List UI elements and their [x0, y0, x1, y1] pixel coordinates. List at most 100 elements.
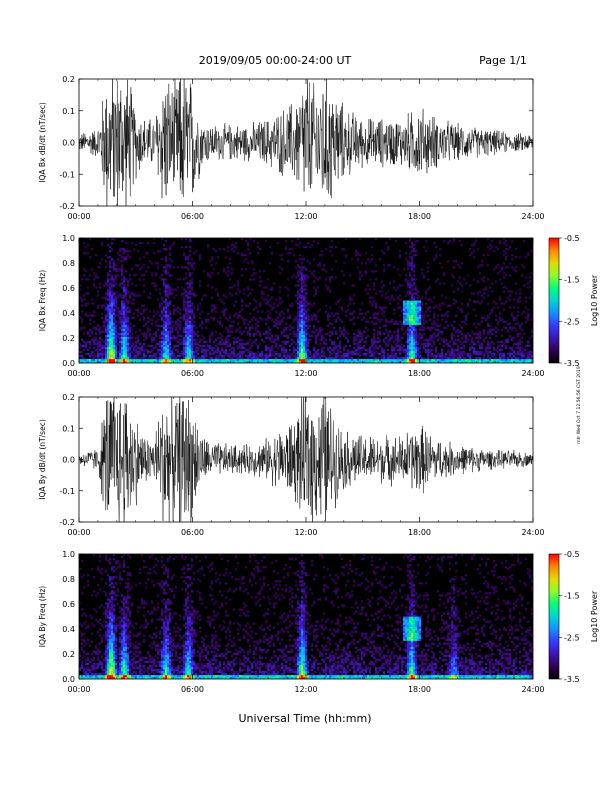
spectrogram-cell — [101, 339, 103, 341]
spectrogram-cell — [387, 345, 389, 347]
spectrogram-cell — [359, 276, 361, 278]
spectrogram-cell — [105, 558, 107, 560]
spectrogram-cell — [335, 276, 337, 278]
spectrogram-cell — [327, 333, 329, 335]
spectrogram-cell — [457, 349, 459, 351]
spectrogram-cell — [111, 568, 113, 570]
spectrogram-cell — [109, 313, 111, 315]
spectrogram-cell — [215, 339, 217, 341]
spectrogram-cell — [113, 343, 115, 345]
spectrogram-cell — [109, 619, 111, 621]
spectrogram-cell — [491, 329, 493, 331]
spectrogram-cell — [111, 325, 113, 327]
spectrogram-cell — [87, 639, 89, 641]
spectrogram-cell — [301, 313, 303, 315]
spectrogram-cell — [251, 351, 253, 353]
spectrogram-cell — [497, 307, 499, 309]
spectrogram-cell — [109, 307, 111, 309]
spectrogram-cell — [185, 327, 187, 329]
spectrogram-cell — [105, 347, 107, 349]
spectrogram-cell — [115, 298, 117, 300]
spectrogram-cell — [297, 323, 299, 325]
spectrogram-cell — [101, 663, 103, 665]
spectrogram-cell — [529, 296, 531, 298]
spectrogram-cell — [223, 359, 225, 361]
spectrogram-cell — [213, 309, 215, 311]
spectrogram-cell — [111, 604, 113, 606]
spectrogram-cell — [105, 282, 107, 284]
spectrogram-cell — [185, 290, 187, 292]
x-tick-label: 18:00 — [408, 369, 431, 378]
spectrogram-cell — [481, 264, 483, 266]
spectrogram-cell — [391, 359, 393, 361]
spectrogram-cell — [91, 665, 93, 667]
spectrogram-cell — [119, 323, 121, 325]
spectrogram-cell — [237, 347, 239, 349]
spectrogram-cell — [279, 296, 281, 298]
spectrogram-cell — [419, 301, 421, 303]
spectrogram-cell — [103, 669, 105, 671]
spectrogram-cell — [237, 329, 239, 331]
spectrogram-cell — [299, 335, 301, 337]
spectrogram-cell — [107, 641, 109, 643]
spectrogram-cell — [207, 274, 209, 276]
spectrogram-cell — [483, 339, 485, 341]
spectrogram-cell — [185, 347, 187, 349]
spectrogram-cell — [403, 319, 405, 321]
spectrogram-cell — [89, 341, 91, 343]
spectrogram-cell — [299, 325, 301, 327]
spectrogram-cell — [265, 298, 267, 300]
spectrogram-cell — [83, 341, 85, 343]
spectrogram-cell — [411, 280, 413, 282]
spectrogram-cell — [471, 347, 473, 349]
spectrogram-cell — [161, 333, 163, 335]
spectrogram-cell — [287, 278, 289, 280]
spectrogram-cell — [425, 343, 427, 345]
spectrogram-cell — [115, 276, 117, 278]
spectrogram-cell — [101, 331, 103, 333]
spectrogram-cell — [527, 252, 529, 254]
spectrogram-cell — [377, 331, 379, 333]
spectrogram-cell — [301, 323, 303, 325]
spectrogram-cell — [205, 341, 207, 343]
spectrogram-cell — [381, 286, 383, 288]
spectrogram-cell — [235, 357, 237, 359]
spectrogram-cell — [113, 592, 115, 594]
spectrogram-cell — [409, 349, 411, 351]
spectrogram-cell — [261, 339, 263, 341]
spectrogram-cell — [487, 357, 489, 359]
spectrogram-cell — [111, 343, 113, 345]
spectrogram-cell — [327, 357, 329, 359]
spectrogram-cell — [113, 665, 115, 667]
spectrogram-cell — [165, 315, 167, 317]
spectrogram-cell — [295, 335, 297, 337]
spectrogram-cell — [265, 286, 267, 288]
spectrogram-cell — [295, 357, 297, 359]
spectrogram-cell — [145, 355, 147, 357]
spectrogram-cell — [305, 246, 307, 248]
spectrogram-cell — [411, 319, 413, 321]
spectrogram-cell — [125, 323, 127, 325]
spectrogram-cell — [413, 270, 415, 272]
spectrogram-cell — [403, 303, 405, 305]
spectrogram-cell — [101, 351, 103, 353]
spectrogram-cell — [127, 317, 129, 319]
spectrogram-cell — [129, 296, 131, 298]
spectrogram-cell — [209, 353, 211, 355]
spectrogram-cell — [519, 292, 521, 294]
spectrogram-cell — [317, 242, 319, 244]
spectrogram-cell — [187, 317, 189, 319]
spectrogram-cell — [405, 317, 407, 319]
spectrogram-cell — [299, 341, 301, 343]
y-axis-label: IQA Bx Freq (Hz) — [38, 270, 47, 332]
spectrogram-cell — [139, 268, 141, 270]
spectrogram-cell — [163, 329, 165, 331]
spectrogram-cell — [119, 317, 121, 319]
spectrogram-cell — [301, 303, 303, 305]
spectrogram-cell — [87, 669, 89, 671]
spectrogram-cell — [89, 661, 91, 663]
spectrogram-cell — [241, 353, 243, 355]
spectrogram-cell — [407, 280, 409, 282]
spectrogram-cell — [135, 274, 137, 276]
spectrogram-cell — [335, 331, 337, 333]
